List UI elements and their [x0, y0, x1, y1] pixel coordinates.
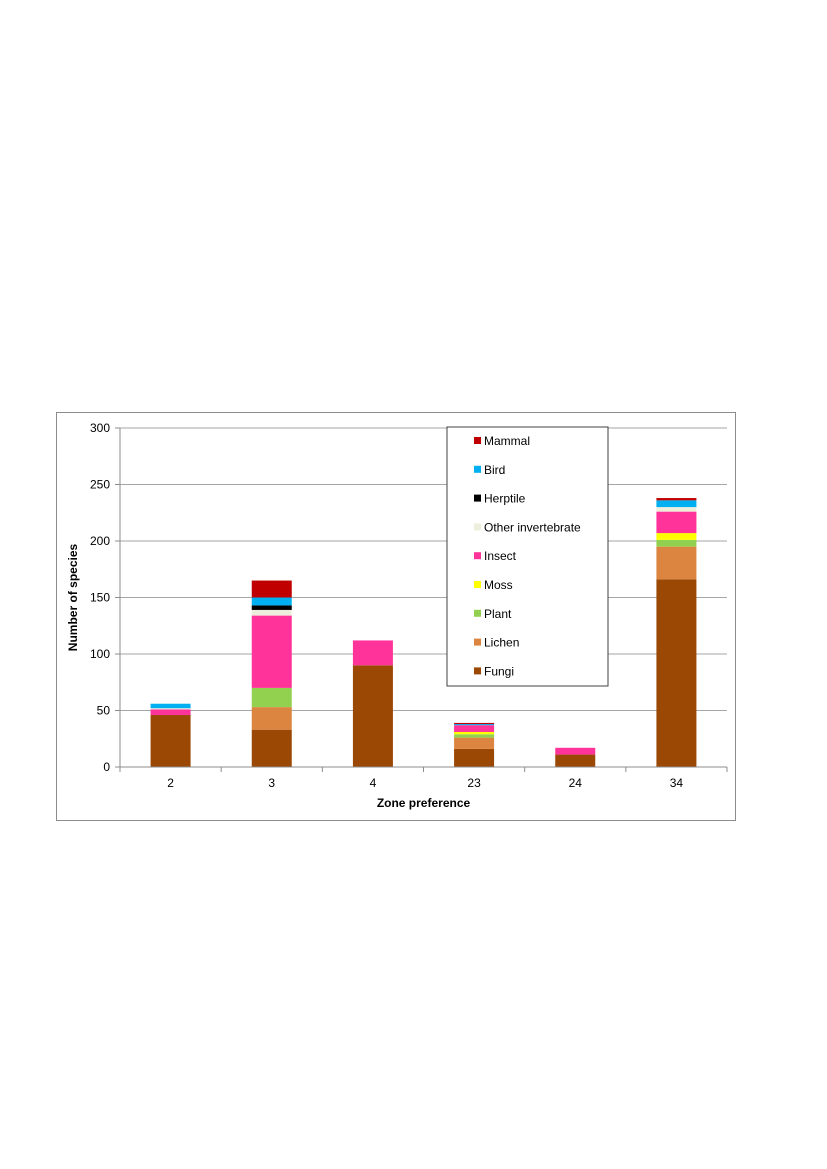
legend-label-insect: Insect	[484, 549, 517, 563]
bar-segment-lichen	[251, 707, 292, 730]
bar-segment-other-invertebrate	[656, 507, 697, 512]
bar-segment-plant	[251, 687, 292, 708]
bar-segment-insect	[656, 511, 697, 534]
legend-label-fungi: Fungi	[484, 664, 514, 678]
gridlines	[115, 427, 728, 772]
bar-segment-fungi	[555, 754, 596, 767]
y-tick-label: 300	[90, 421, 110, 435]
bar-segment-insect	[555, 747, 596, 755]
legend-swatch-mammal	[474, 437, 481, 444]
legend-label-mammal: Mammal	[484, 434, 530, 448]
bars	[150, 498, 697, 767]
legend-swatch-insect	[474, 552, 481, 560]
bar-segment-insect	[352, 640, 393, 666]
bar-segment-bird	[656, 500, 697, 508]
y-axis-title: Number of species	[66, 543, 80, 651]
legend-swatch-other-invertebrate	[474, 523, 481, 531]
y-tick-label: 200	[90, 534, 110, 548]
legend-swatch-fungi	[474, 667, 481, 675]
bar-segment-plant	[656, 539, 697, 547]
bar-segment-fungi	[251, 729, 292, 767]
legend: Mammal Bird Herptile Other invertebrate Inse…	[446, 426, 609, 687]
bar-segment-herptile	[251, 605, 292, 610]
axes	[119, 428, 727, 768]
bar-segment-insect	[150, 709, 191, 716]
legend-label-lichen: Lichen	[484, 636, 519, 650]
y-tick-label: 0	[103, 760, 110, 774]
bar-segment-other-invertebrate	[150, 708, 191, 710]
bar-segment-moss	[454, 731, 495, 735]
y-tick-label: 50	[97, 704, 111, 718]
bar-segment-fungi	[150, 715, 191, 767]
x-axis-title: Zone preference	[377, 796, 471, 810]
y-tick-label: 100	[90, 647, 110, 661]
bar-segment-lichen	[454, 737, 495, 749]
x-tick-label: 24	[569, 776, 583, 790]
bar-segment-lichen	[656, 546, 697, 580]
legend-swatch-lichen	[474, 638, 481, 646]
bar-segment-bird	[454, 724, 495, 726]
x-tick-label: 3	[268, 776, 275, 790]
legend-swatch-plant	[474, 609, 481, 617]
x-tick-label: 4	[370, 776, 377, 790]
x-tick-label: 2	[167, 776, 174, 790]
bar-segment-fungi	[352, 665, 393, 767]
legend-label-herptile: Herptile	[484, 492, 526, 506]
y-tick-label: 250	[90, 478, 110, 492]
bar-segment-plant	[454, 734, 495, 738]
bar-segment-insect	[251, 615, 292, 688]
y-tick-label: 150	[90, 591, 110, 605]
legend-swatch-bird	[474, 465, 481, 473]
x-tick-label: 23	[467, 776, 481, 790]
bar-segment-moss	[656, 533, 697, 540]
bar-segment-fungi	[656, 579, 697, 767]
legend-swatch-moss	[474, 581, 481, 588]
bar-segment-mammal	[454, 722, 495, 725]
legend-label-plant: Plant	[484, 607, 512, 621]
chart-container: 0 50 100 150 200 250 300 2 3 4 23 24 34 Number of sp…	[56, 412, 736, 821]
bar-segment-other-invertebrate	[251, 609, 292, 616]
bar-segment-mammal	[251, 580, 292, 598]
legend-box	[446, 426, 609, 687]
bar-segment-fungi	[454, 748, 495, 767]
x-tick-label: 34	[670, 776, 684, 790]
bar-segment-mammal	[656, 498, 697, 501]
legend-label-bird: Bird	[484, 463, 505, 477]
legend-label-moss: Moss	[484, 578, 513, 592]
bar-segment-bird	[150, 703, 191, 709]
bar-segment-insect	[454, 725, 495, 732]
legend-label-other-invertebrate: Other invertebrate	[484, 520, 581, 534]
legend-swatch-herptile	[474, 494, 481, 502]
bar-segment-bird	[251, 597, 292, 606]
